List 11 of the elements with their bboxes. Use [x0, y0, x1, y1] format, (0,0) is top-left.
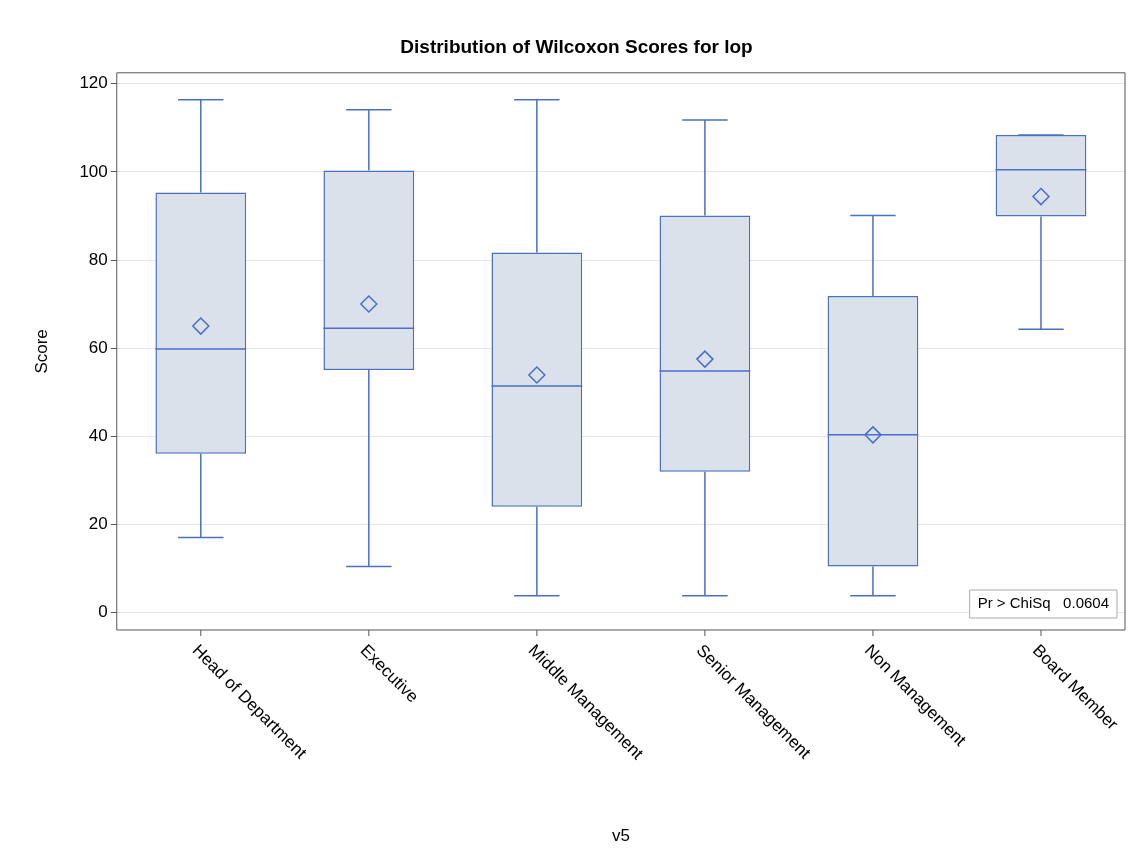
chart-title: Distribution of Wilcoxon Scores for lop — [400, 35, 753, 57]
y-tick-label: 20 — [88, 513, 108, 533]
y-tick-label: 100 — [79, 161, 108, 181]
annotation: Pr > ChiSq 0.0604 — [977, 594, 1110, 612]
y-axis-title: Score — [31, 329, 51, 374]
y-tick-label: 0 — [98, 602, 108, 622]
y-tick-label: 60 — [88, 337, 108, 357]
y-tick-label: 80 — [88, 249, 108, 269]
y-tick-label: 120 — [79, 73, 108, 93]
y-tick-label: 40 — [88, 425, 108, 445]
x-axis-title: v5 — [611, 826, 630, 846]
